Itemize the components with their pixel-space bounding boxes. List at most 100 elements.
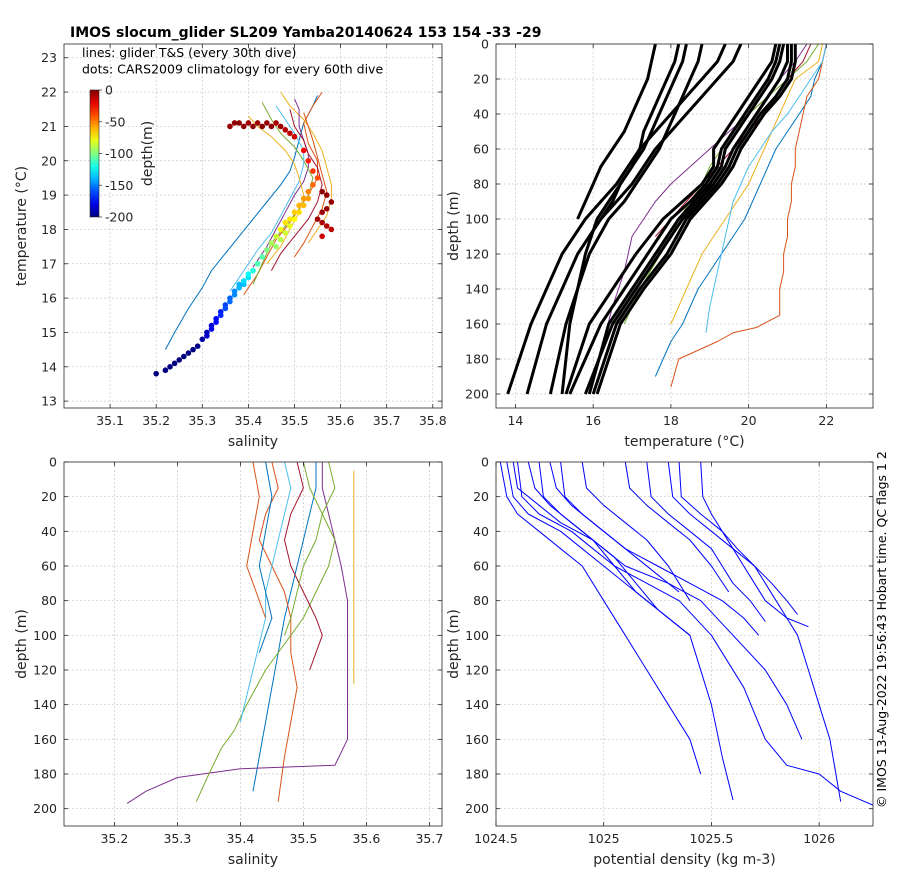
climatology-dot — [305, 195, 312, 202]
climatology-dot — [268, 240, 275, 246]
climatology-dot — [291, 216, 298, 222]
dens-profile-line — [646, 462, 766, 622]
temp-y-tick-label: 40 — [473, 107, 489, 122]
ts-x-tick-label: 35.7 — [373, 413, 401, 428]
climatology-dot — [273, 120, 279, 126]
climatology-dot — [250, 123, 256, 130]
sal-profile-line — [284, 462, 323, 671]
climatology-dot — [277, 236, 284, 243]
ts-y-tick-label: 21 — [41, 119, 57, 134]
climatology-dot — [314, 175, 321, 181]
climatology-dot — [181, 353, 187, 360]
climatology-dot — [190, 346, 196, 353]
temp-x-axis-label: temperature (°C) — [624, 434, 744, 450]
ts-y-tick-label: 23 — [41, 50, 57, 65]
ts-glider-line — [252, 102, 314, 285]
climatology-dot — [231, 291, 238, 298]
climatology-dot — [282, 230, 289, 236]
ts-x-tick-label: 35.8 — [419, 413, 447, 428]
colorbar-tick-label: -150 — [105, 178, 133, 193]
density-profile-panel: 1024.5 1025 1025.5 1026 0 20 40 60 80 100 120 140 16… — [446, 455, 874, 868]
temp-y-tick-label: 160 — [465, 317, 489, 332]
climatology-dot — [319, 233, 325, 240]
ts-data-layer — [153, 91, 335, 377]
sal-y-tick-label: 20 — [41, 489, 57, 504]
climatology-dot — [291, 209, 298, 216]
climatology-dot — [240, 278, 247, 284]
temp-x-tick-label: 18 — [663, 413, 679, 428]
ts-x-tick-label: 35.1 — [96, 413, 124, 428]
dens-profile-line — [499, 462, 702, 775]
ts-x-tick-label: 35.3 — [188, 413, 216, 428]
ts-glider-line — [270, 109, 323, 271]
climatology-dot — [300, 195, 307, 202]
climatology-dot — [240, 123, 247, 130]
dens-y-tick-label: 0 — [481, 455, 489, 470]
climatology-dot — [162, 367, 169, 374]
dens-y-tick-label: 160 — [465, 732, 489, 747]
temp-profile-line — [670, 44, 823, 325]
climatology-dot — [254, 260, 261, 267]
sal-y-tick-label: 140 — [33, 697, 57, 712]
temp-climatology-profile — [591, 44, 793, 395]
dens-x-tick-label: 1026 — [803, 831, 835, 846]
sal-x-tick-label: 35.5 — [289, 831, 317, 846]
dens-profile-line — [700, 462, 809, 628]
climatology-dot — [217, 312, 224, 319]
dens-x-axis-label: potential density (kg m-3) — [593, 852, 775, 868]
temp-climatology-profile — [576, 44, 657, 220]
sal-profile-line — [284, 462, 336, 636]
climatology-dot — [323, 206, 330, 212]
ts-y-tick-label: 18 — [41, 222, 57, 237]
temp-climatology-profile — [568, 44, 782, 395]
sal-x-tick-label: 35.4 — [226, 831, 254, 846]
climatology-dot — [264, 120, 270, 126]
climatology-dot — [296, 209, 302, 216]
dens-x-tick-label: 1025 — [588, 831, 620, 846]
climatology-dot — [291, 133, 298, 140]
climatology-dot — [314, 216, 321, 222]
climatology-dot — [310, 168, 316, 174]
ts-glider-line — [252, 98, 309, 268]
depth-colorbar — [89, 89, 100, 218]
dens-y-tick-label: 140 — [465, 697, 489, 712]
climatology-dot — [268, 123, 275, 130]
climatology-dot — [171, 360, 178, 367]
sal-y-tick-label: 200 — [33, 801, 57, 816]
sal-y-tick-label: 60 — [41, 559, 57, 574]
temp-y-tick-label: 20 — [473, 72, 489, 87]
climatology-dot — [176, 357, 183, 363]
dens-y-tick-label: 180 — [465, 767, 489, 782]
climatology-dot — [185, 350, 192, 356]
temp-y-tick-label: 200 — [465, 387, 489, 402]
climatology-dot — [227, 123, 233, 130]
temp-climatology-profile — [599, 44, 688, 220]
temp-climatology-profile — [587, 44, 786, 395]
temp-y-tick-label: 60 — [473, 142, 489, 157]
temp-x-tick-label: 14 — [507, 413, 523, 428]
dens-profile-line — [506, 462, 734, 801]
dens-profile-line — [667, 462, 842, 802]
temperature-profile-panel: 14 16 18 20 22 0 20 40 60 80 100 120 140 160 180 200 tem… — [446, 37, 874, 450]
sal-axes-frame — [63, 461, 443, 827]
temp-y-tick-label: 100 — [465, 212, 489, 227]
temp-y-tick-label: 140 — [465, 282, 489, 297]
ts-x-axis-label: salinity — [228, 434, 278, 450]
dens-y-tick-label: 80 — [473, 593, 489, 608]
copyright-side-label: © IMOS 13-Aug-2022 19:56:43 Hobart time.… — [874, 451, 889, 808]
dens-y-tick-label: 120 — [465, 663, 489, 678]
temp-x-tick-label: 22 — [818, 413, 834, 428]
climatology-dot — [245, 120, 252, 126]
dens-x-tick-label: 1025.5 — [690, 831, 734, 846]
climatology-dot — [323, 223, 330, 229]
temp-y-tick-label: 120 — [465, 247, 489, 262]
climatology-dot — [319, 188, 325, 195]
ts-glider-line — [294, 112, 328, 258]
temp-axes-frame — [495, 43, 874, 409]
sal-plot-area — [64, 462, 442, 826]
ts-x-tick-label: 35.2 — [142, 413, 170, 428]
dens-y-axis-label: depth (m) — [446, 609, 462, 679]
sal-y-tick-label: 180 — [33, 767, 57, 782]
climatology-dot — [213, 319, 219, 325]
ts-annotation-line: lines: glider T&S (every 30th dive) — [82, 45, 296, 60]
